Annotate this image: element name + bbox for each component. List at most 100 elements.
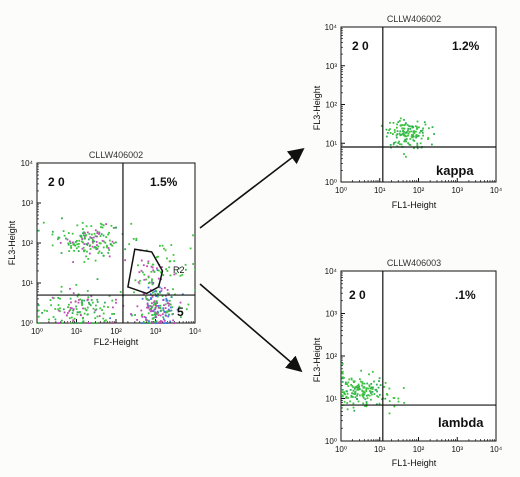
data-point — [96, 230, 99, 233]
data-point — [148, 308, 151, 311]
data-point — [163, 322, 165, 324]
data-point — [134, 279, 137, 282]
data-point — [93, 311, 96, 314]
data-point — [410, 130, 413, 133]
data-point — [142, 264, 145, 267]
data-point — [399, 133, 402, 136]
data-point — [149, 293, 152, 295]
data-point — [142, 271, 144, 274]
data-point — [422, 134, 424, 137]
data-point — [402, 134, 405, 137]
data-point — [407, 129, 409, 132]
data-point — [153, 313, 156, 316]
data-point — [415, 135, 418, 138]
data-point — [108, 255, 111, 258]
data-point — [163, 247, 165, 250]
data-point — [65, 237, 67, 240]
data-point — [396, 130, 399, 132]
data-point — [140, 309, 143, 312]
data-point — [100, 226, 102, 229]
data-point — [154, 320, 157, 323]
data-point — [86, 299, 89, 302]
data-point — [402, 130, 405, 133]
data-point — [355, 386, 358, 388]
data-point — [87, 296, 90, 299]
data-point — [93, 232, 96, 235]
data-point — [345, 390, 348, 392]
data-point — [105, 319, 107, 322]
main-quadrant-bottom-right-label: 5 — [177, 305, 184, 319]
data-point — [388, 387, 391, 390]
data-point — [108, 249, 110, 251]
data-point — [381, 398, 383, 401]
data-point — [76, 313, 79, 316]
data-point — [164, 314, 167, 317]
data-point — [378, 377, 381, 380]
data-point — [51, 233, 54, 236]
main-plot-title: CLLW406002 — [89, 150, 143, 160]
lambda-y-axis-label: FL3-Height — [312, 337, 322, 382]
data-point — [101, 226, 104, 229]
data-point — [166, 292, 169, 295]
data-point — [406, 124, 409, 126]
data-point — [83, 237, 86, 240]
data-point — [341, 388, 344, 391]
data-point — [63, 311, 66, 314]
data-point — [150, 270, 153, 273]
data-point — [366, 394, 368, 397]
y-tick-label: 10³ — [325, 310, 337, 319]
data-point — [137, 264, 139, 267]
data-point — [168, 313, 170, 316]
data-point — [77, 301, 80, 304]
data-point — [147, 262, 150, 265]
data-point — [411, 134, 413, 137]
data-point — [165, 299, 168, 302]
data-point — [87, 242, 89, 245]
data-point — [414, 125, 417, 128]
x-tick-label: 10⁴ — [490, 445, 503, 454]
data-point — [71, 312, 74, 314]
data-point — [57, 297, 60, 299]
data-point — [67, 242, 70, 245]
data-point — [154, 311, 156, 314]
data-point — [158, 322, 161, 324]
data-point — [94, 317, 97, 320]
data-point — [416, 127, 419, 130]
data-point — [146, 303, 149, 306]
data-point — [348, 378, 351, 381]
data-point — [380, 124, 383, 127]
data-point — [157, 305, 160, 307]
data-point — [416, 142, 419, 145]
data-point — [165, 297, 168, 300]
kappa-plot: CLLW406002 10⁰10⁰10¹10¹10²10²10³10³10⁴10… — [312, 14, 503, 210]
data-point — [363, 386, 365, 388]
data-point — [113, 313, 115, 315]
data-point — [412, 126, 415, 128]
data-point — [402, 387, 405, 389]
data-point — [163, 310, 166, 313]
data-point — [365, 402, 368, 405]
data-point — [341, 362, 344, 365]
data-point — [102, 234, 105, 237]
data-point — [115, 226, 117, 229]
data-point — [86, 250, 88, 253]
data-point — [173, 260, 176, 262]
data-point — [356, 394, 358, 397]
data-point — [96, 298, 99, 301]
data-point — [402, 127, 404, 130]
data-point — [148, 322, 151, 324]
x-tick-label: 10⁴ — [189, 327, 202, 336]
data-point — [362, 402, 365, 405]
data-point — [164, 303, 167, 306]
data-point — [164, 322, 167, 324]
data-point — [354, 396, 357, 399]
data-point — [91, 239, 94, 241]
data-point — [143, 278, 146, 281]
x-tick-label: 10¹ — [374, 186, 386, 195]
data-point — [143, 316, 146, 318]
data-point — [152, 291, 154, 294]
data-point — [92, 240, 95, 243]
data-point — [152, 281, 155, 284]
data-point — [96, 232, 99, 234]
